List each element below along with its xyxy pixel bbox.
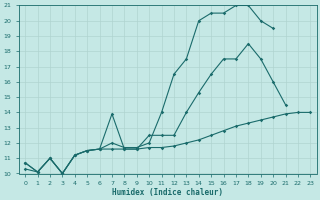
X-axis label: Humidex (Indice chaleur): Humidex (Indice chaleur) (112, 188, 223, 197)
